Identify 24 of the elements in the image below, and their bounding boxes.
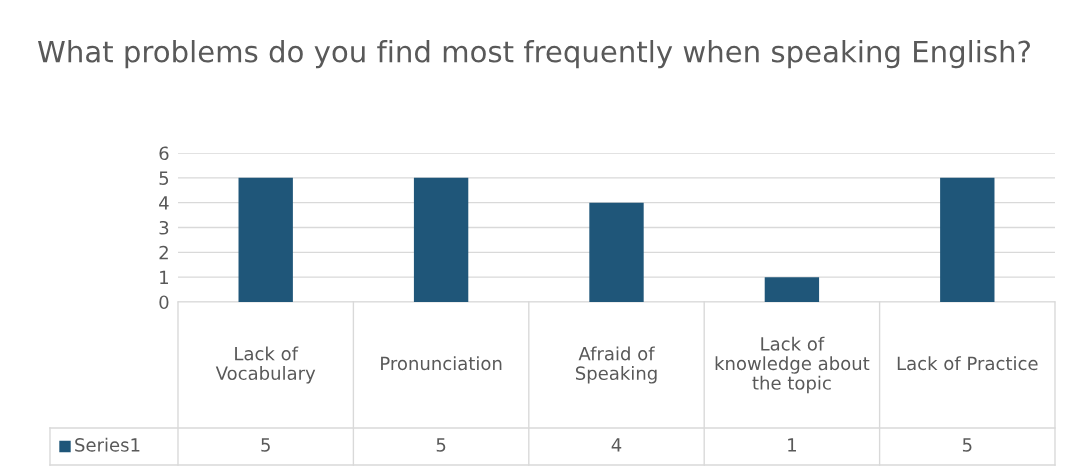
y-tick-label: 1 (160, 270, 168, 285)
bar (238, 177, 293, 302)
bar (413, 177, 469, 302)
data-label: 1 (788, 438, 796, 452)
y-tick-label: 6 (159, 146, 169, 161)
data-label: 4 (611, 438, 622, 452)
data-label: 5 (962, 438, 972, 452)
y-tick-label: 2 (159, 245, 168, 260)
y-tick-label: 5 (159, 171, 169, 185)
y-tick-label: 3 (159, 220, 169, 235)
y-tick-label: 0 (159, 295, 169, 310)
x-tick-label: Pronunciation (381, 356, 502, 371)
x-tick-label: Lack of Vocabulary (215, 346, 316, 384)
bar (589, 202, 644, 302)
bar (940, 177, 995, 302)
x-tick-label: Lack of Practice (897, 356, 1038, 371)
x-tick-label: Lack of knowledge about the topic (715, 336, 870, 394)
x-tick-label: Afraid of Speaking (575, 346, 657, 384)
bar (764, 277, 820, 302)
data-label: 5 (261, 438, 270, 452)
legend-label: Series1 (75, 437, 140, 452)
data-label: 5 (436, 438, 446, 452)
y-tick-label: 4 (159, 196, 169, 210)
chart-title: What problems do you find most frequently when speaking English? (37, 40, 1030, 69)
